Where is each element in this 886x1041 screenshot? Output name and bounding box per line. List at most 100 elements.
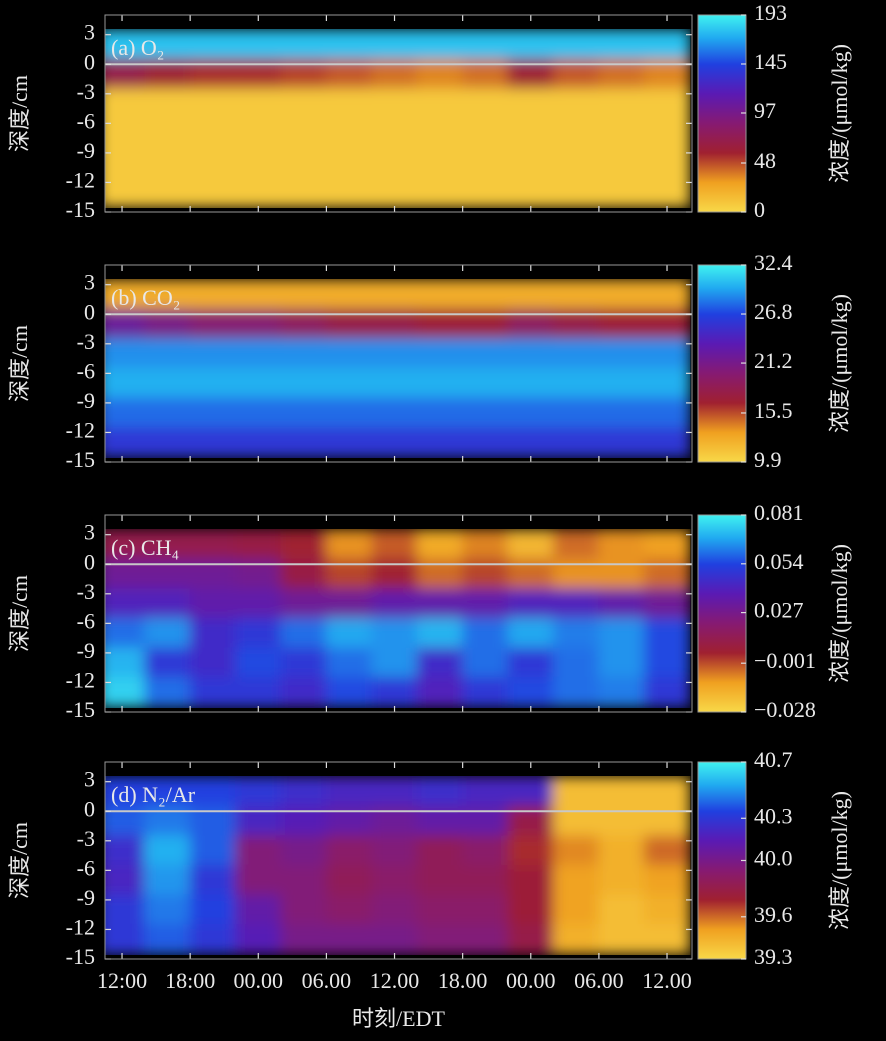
heatmap-cell — [325, 776, 373, 807]
heatmap-cell — [105, 677, 146, 708]
heatmap-cell — [552, 397, 600, 429]
heatmap-cell — [280, 397, 327, 429]
heatmap-cell — [462, 367, 509, 399]
heatmap-cell — [371, 177, 418, 208]
heatmap-cell — [280, 894, 327, 926]
heatmap-cell — [643, 776, 691, 807]
heatmap-cell — [416, 338, 464, 369]
heatmap-cell — [371, 397, 418, 429]
colorbar — [697, 761, 747, 960]
heatmap-cell — [144, 88, 191, 119]
colorbar-tick-label: 48 — [754, 148, 776, 173]
colorbar-tick-label: 26.8 — [754, 299, 793, 324]
colorbar-tick-label: 0.054 — [754, 549, 804, 574]
heatmap-cell — [280, 529, 327, 560]
heatmap-cell — [507, 894, 554, 926]
y-tick-label: -6 — [77, 608, 95, 633]
heatmap-cell — [371, 776, 418, 807]
y-tick-label: 3 — [84, 520, 95, 545]
heatmap-cell — [462, 338, 509, 369]
heatmap-cell — [235, 397, 282, 429]
heatmap-cell — [105, 647, 146, 679]
heatmap-cell — [552, 279, 600, 310]
colorbar-tick-label: 193 — [754, 0, 787, 25]
heatmap-cell — [280, 177, 327, 208]
heatmap-cell — [235, 529, 282, 560]
heatmap-cell — [105, 894, 146, 926]
heatmap-cell — [105, 117, 146, 149]
y-tick-label: -3 — [77, 329, 95, 354]
heatmap-cell — [280, 924, 327, 955]
heatmap-cell — [280, 367, 327, 399]
y-axis-label: 深度/cm — [7, 575, 32, 652]
y-tick-label: -12 — [66, 667, 95, 692]
heatmap-cell — [144, 617, 191, 649]
x-tick-label: 12.00 — [370, 968, 420, 993]
heatmap-cell — [325, 617, 373, 649]
heatmap-cell — [144, 588, 191, 619]
colorbar — [697, 14, 747, 213]
heatmap-cell — [643, 177, 691, 208]
heatmap-cell — [598, 367, 645, 399]
heatmap-cell — [235, 647, 282, 679]
y-tick-label: -15 — [66, 447, 95, 472]
colorbar-tick-label: 40.0 — [754, 846, 793, 871]
heatmap-cell — [643, 397, 691, 429]
heatmap-cell — [280, 647, 327, 679]
heatmap-cell — [235, 177, 282, 208]
heatmap-cell — [371, 588, 418, 619]
plot-frame — [104, 514, 693, 713]
y-tick-label: -9 — [77, 885, 95, 910]
heatmap-cell — [235, 677, 282, 708]
heatmap-cell — [235, 588, 282, 619]
heatmap-cell — [189, 894, 237, 926]
heatmap-cell — [189, 647, 237, 679]
y-tick-label: -9 — [77, 388, 95, 413]
heatmap-cell — [189, 117, 237, 149]
heatmap-cell — [552, 677, 600, 708]
heatmap-cell — [643, 29, 691, 60]
x-axis-label: 时刻/EDT — [352, 1006, 445, 1031]
heatmap-cell — [552, 864, 600, 896]
heatmap-cell — [552, 88, 600, 119]
heatmap-cell — [462, 924, 509, 955]
heatmap-cell — [144, 147, 191, 179]
heatmap-cell — [325, 924, 373, 955]
heatmap-cell — [416, 588, 464, 619]
heatmap-cell — [462, 617, 509, 649]
heatmap-cell — [189, 427, 237, 458]
colorbar-tick-label: 0.027 — [754, 598, 804, 623]
colorbar-tick-label: 9.9 — [754, 447, 782, 472]
heatmap-cell — [598, 864, 645, 896]
heatmap-cell — [643, 117, 691, 149]
heatmap-cell — [280, 117, 327, 149]
heatmap-cell — [371, 617, 418, 649]
heatmap-cell — [507, 776, 554, 807]
y-tick-label: 3 — [84, 767, 95, 792]
heatmap-cell — [280, 588, 327, 619]
heatmap-cell — [416, 427, 464, 458]
y-tick-label: -9 — [77, 638, 95, 663]
heatmap-cell — [462, 117, 509, 149]
x-tick-label: 00.00 — [234, 968, 284, 993]
heatmap-cell — [105, 924, 146, 955]
heatmap-cell — [416, 835, 464, 866]
heatmap-cell — [189, 588, 237, 619]
heatmap-cell — [552, 588, 600, 619]
heatmap-cell — [235, 835, 282, 866]
heatmap-cell — [462, 677, 509, 708]
colorbar-tick-label: 39.6 — [754, 902, 793, 927]
y-tick-label: -15 — [66, 944, 95, 969]
y-axis-label: 深度/cm — [7, 822, 32, 899]
colorbar-label: 浓度/(μmol/kg) — [827, 44, 852, 183]
heatmap-cell — [416, 177, 464, 208]
heatmap-cell — [144, 338, 191, 369]
heatmap-cell — [643, 588, 691, 619]
heatmap-cell — [189, 864, 237, 896]
x-tick-label: 18.00 — [438, 968, 488, 993]
heatmap-cell — [416, 88, 464, 119]
y-tick-label: 0 — [84, 299, 95, 324]
heatmap-cell — [325, 177, 373, 208]
heatmap — [105, 29, 691, 208]
heatmap-cell — [462, 397, 509, 429]
